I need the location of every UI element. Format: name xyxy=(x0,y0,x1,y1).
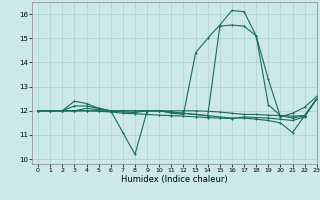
X-axis label: Humidex (Indice chaleur): Humidex (Indice chaleur) xyxy=(121,175,228,184)
